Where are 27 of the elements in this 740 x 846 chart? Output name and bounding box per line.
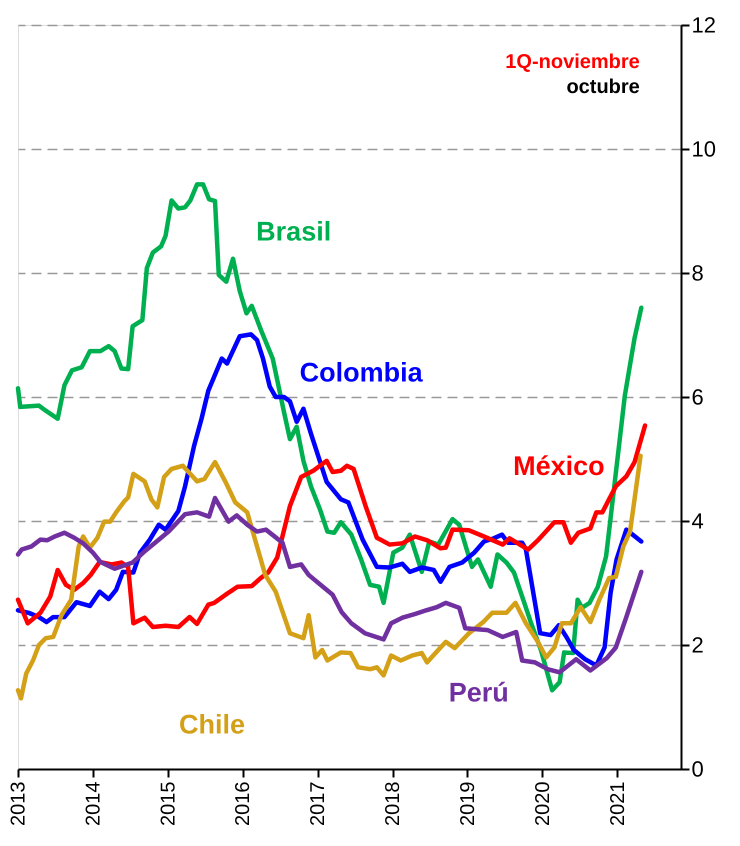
x-tick-label: 2021	[606, 782, 629, 826]
y-tick-label: 8	[692, 260, 704, 286]
x-tick-label: 2016	[232, 782, 254, 826]
line-series	[16, 332, 644, 668]
x-tick-label: 2013	[8, 782, 30, 826]
x-tick-label: 2017	[307, 782, 330, 826]
series-label: Perú	[448, 677, 509, 708]
series-label: Colombia	[300, 357, 424, 388]
x-tick-label: 2019	[456, 782, 479, 826]
y-tick-label: 0	[692, 756, 704, 782]
x-tick-label: 2018	[382, 782, 404, 826]
line-series	[16, 496, 644, 675]
series-label: Brasil	[256, 216, 332, 247]
series-label: México	[513, 451, 605, 482]
y-tick-label: 10	[692, 136, 716, 162]
y-tick-label: 6	[692, 384, 704, 410]
y-tick-label: 4	[692, 508, 704, 534]
y-tick-label: 2	[692, 632, 704, 658]
x-tick-label: 2015	[157, 782, 180, 826]
annotation: octubre	[566, 76, 640, 98]
y-tick-label: 12	[692, 12, 716, 38]
line-series	[16, 454, 643, 701]
annotation: 1Q-noviembre	[505, 51, 640, 74]
x-tick-label: 2020	[532, 782, 554, 826]
x-tick-label: 2014	[82, 782, 104, 826]
line-series	[16, 423, 648, 630]
text: Chile	[179, 710, 246, 740]
